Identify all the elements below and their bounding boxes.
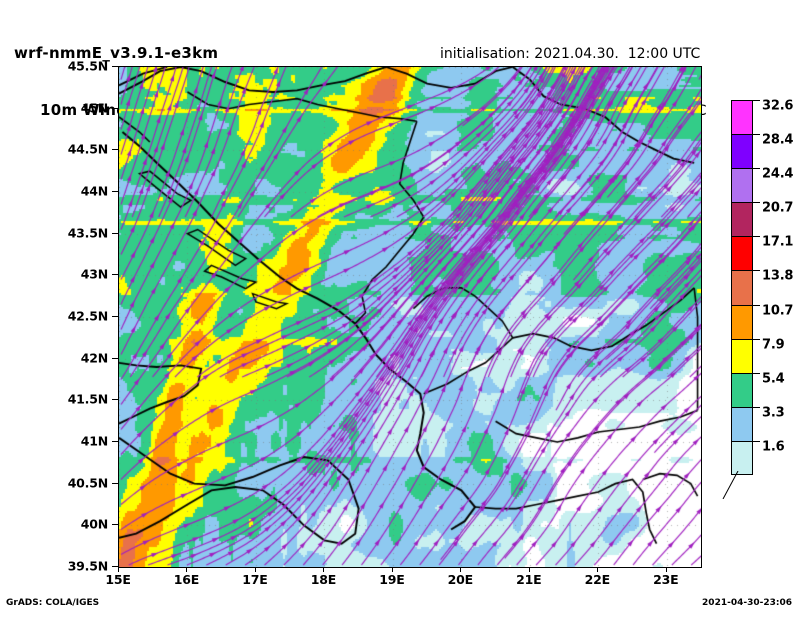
latitude-tick-label: 43.5N: [67, 225, 109, 241]
longitude-tick-label: 23E: [653, 572, 679, 587]
colorbar-tick-label: 32.6: [762, 98, 794, 114]
colorbar-tick-label: 24.4: [762, 166, 794, 182]
colorbar-band: [731, 202, 753, 237]
longitude-tick-mark: [118, 567, 119, 572]
latitude-tick-mark: [112, 149, 118, 151]
colorbar-band: [731, 338, 753, 373]
colorbar-tick-label: 5.4: [762, 371, 785, 387]
latitude-tick-mark: [112, 191, 118, 192]
colorbar-band: [731, 372, 753, 407]
latitude-tick-mark: [112, 107, 118, 109]
colorbar-tick-mark: [753, 236, 760, 238]
longitude-axis: 15E 16E 17E 18E 19E 20E 21E 22E 23E: [105, 567, 700, 597]
latitude-tick-mark: [112, 232, 118, 234]
colorbar-tick-label: 1.6: [762, 439, 785, 455]
colorbar-tick-mark: [753, 270, 760, 272]
latitude-axis: 39.5N 40N 40.5N 41N 41.5N 42N 42.5N 43N 43.5N 44N…: [0, 59, 118, 574]
footer-credit: GrADS: COLA/IGES: [6, 598, 100, 608]
map-plot-area: [118, 66, 702, 568]
colorbar-band: [731, 270, 753, 305]
latitude-tick-label: 44.5N: [67, 141, 109, 157]
colorbar-band: [731, 304, 753, 339]
latitude-tick-label: 42N: [80, 350, 108, 366]
colorbar-tick-label: 28.4: [762, 132, 794, 148]
longitude-tick-label: 20E: [447, 572, 474, 587]
colorbar-tick-mark: [753, 338, 760, 340]
latitude-tick-mark: [112, 274, 118, 276]
colorbar-band: [731, 406, 753, 441]
longitude-tick-mark: [665, 567, 667, 572]
colorbar-tick-label: 10.7: [762, 303, 794, 319]
latitude-tick-mark: [112, 524, 118, 526]
latitude-tick-label: 44N: [80, 183, 108, 199]
latitude-tick-label: 45.5N: [67, 58, 109, 74]
colorbar-tick-mark: [753, 406, 760, 408]
latitude-tick-label: 39.5N: [67, 558, 109, 574]
colorbar-band: [731, 168, 753, 203]
latitude-tick-label: 40N: [80, 516, 108, 532]
latitude-tick-mark: [112, 482, 118, 484]
colorbar-tick-mark: [753, 100, 760, 101]
latitude-tick-label: 41N: [80, 433, 108, 449]
colorbar-tick-mark: [753, 134, 760, 136]
colorbar-tick-label: 17.1: [762, 234, 794, 250]
longitude-tick-mark: [391, 567, 393, 572]
colorbar-tick-label: 7.9: [762, 337, 785, 353]
longitude-tick-label: 16E: [173, 572, 200, 587]
longitude-tick-mark: [186, 567, 188, 572]
colorbar-tick-label: 3.3: [762, 405, 785, 421]
latitude-tick-mark: [112, 441, 118, 442]
longitude-tick-label: 19E: [379, 572, 405, 587]
colorbar-band: [731, 440, 753, 475]
colorbar-tick-mark: [753, 440, 760, 442]
latitude-tick-label: 40.5N: [67, 475, 109, 491]
latitude-tick-label: 41.5N: [67, 391, 109, 407]
colorbar-tick-label: 20.7: [762, 200, 794, 216]
longitude-tick-mark: [323, 567, 325, 572]
latitude-tick-label: 42.5N: [67, 308, 109, 324]
latitude-tick-mark: [112, 66, 118, 67]
longitude-tick-label: 21E: [516, 572, 542, 587]
colorbar-tick-mark: [753, 202, 760, 204]
longitude-tick-label: 17E: [242, 572, 268, 587]
wind-streamline-map: [119, 67, 701, 567]
colorbar-band: [731, 236, 753, 271]
colorbar-tick-mark: [753, 168, 760, 170]
longitude-tick-mark: [460, 567, 462, 572]
longitude-tick-label: 18E: [310, 572, 337, 587]
latitude-tick-label: 45N: [80, 100, 108, 116]
model-name: wrf-nmmE_v3.9.1-e3km: [14, 44, 219, 62]
latitude-tick-mark: [112, 316, 118, 317]
longitude-tick-label: 22E: [584, 572, 611, 587]
colorbar-bands: 32.6 28.4 24.4 20.7 17.1 13.8 10.7 7.9 5.4 3.3 1.6: [731, 99, 793, 475]
colorbar-band: [731, 134, 753, 169]
longitude-tick-label: 15E: [105, 572, 131, 587]
latitude-tick-label: 43N: [80, 266, 108, 282]
colorbar-tick-mark: [753, 304, 760, 306]
longitude-tick-mark: [528, 567, 530, 572]
colorbar-band: [731, 100, 753, 135]
longitude-tick-mark: [254, 567, 256, 572]
longitude-tick-mark: [597, 567, 599, 572]
colorbar-tick-mark: [753, 372, 760, 374]
latitude-tick-mark: [112, 566, 118, 567]
colorbar-tail-line-icon: [722, 471, 739, 499]
latitude-tick-mark: [112, 399, 118, 401]
latitude-tick-mark: [112, 357, 118, 359]
footer-timestamp: 2021-04-30-23:06: [702, 598, 792, 608]
initialisation-time: initialisation: 2021.04.30. 12:00 UTC: [440, 46, 701, 62]
colorbar-tick-label: 13.8: [762, 268, 794, 284]
